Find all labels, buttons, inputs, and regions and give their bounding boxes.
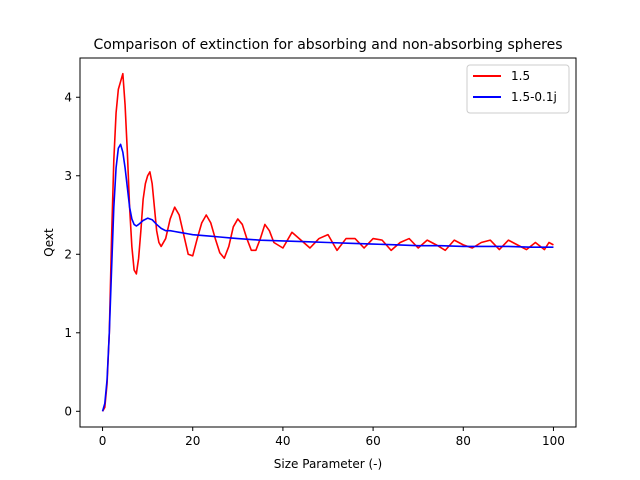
- series-line-2: [101, 143, 554, 412]
- y-axis-label: Qext: [42, 228, 56, 257]
- plot-area: [101, 72, 554, 412]
- legend: 1.5 1.5-0.1j: [466, 64, 570, 114]
- x-tick-label: 0: [99, 434, 107, 448]
- y-tick-label: 4: [64, 90, 72, 104]
- x-tick-label: 100: [542, 434, 565, 448]
- x-tick-label: 80: [456, 434, 471, 448]
- legend-label-series-2: 1.5-0.1j: [511, 90, 557, 104]
- y-tick-label: 3: [64, 169, 72, 183]
- x-tick-label: 40: [275, 434, 290, 448]
- x-axis-label: Size Parameter (-): [274, 457, 382, 471]
- y-tick-label: 0: [64, 404, 72, 418]
- x-axis: 0 20 40 60 80 100: [99, 427, 565, 448]
- y-axis: 0 1 2 3 4: [64, 90, 80, 418]
- y-tick-label: 1: [64, 326, 72, 340]
- legend-label-series-1: 1.5: [511, 69, 530, 83]
- chart-title: Comparison of extinction for absorbing a…: [93, 37, 562, 53]
- x-tick-label: 60: [365, 434, 380, 448]
- x-tick-label: 20: [185, 434, 200, 448]
- axes-frame: [79, 57, 577, 428]
- y-tick-label: 2: [64, 247, 72, 261]
